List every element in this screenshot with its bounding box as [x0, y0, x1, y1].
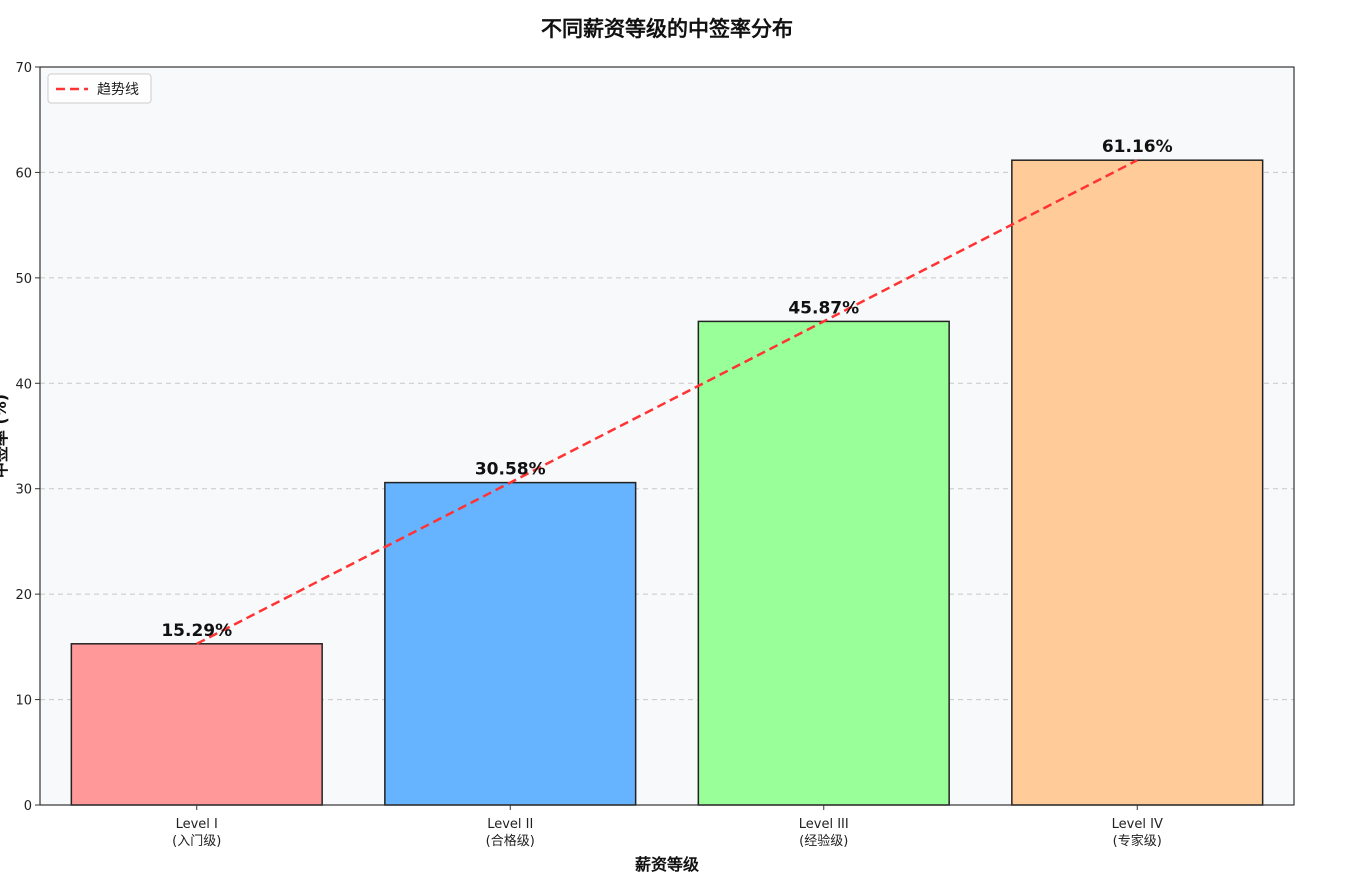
x-tick-label: Level II: [487, 817, 533, 832]
y-tick-label: 0: [24, 799, 32, 814]
trend-line: [196, 159, 1138, 645]
chart-title: 不同薪资等级的中签率分布: [541, 17, 793, 41]
y-tick-label: 40: [15, 377, 32, 392]
y-tick-label: 20: [15, 588, 32, 603]
legend-label: 趋势线: [97, 82, 139, 98]
bar-4: [1011, 159, 1264, 806]
y-tick-label: 60: [15, 166, 32, 181]
plot-frame: [39, 66, 1295, 806]
y-tick-label: 70: [15, 61, 32, 76]
y-tick-label: 50: [15, 272, 32, 287]
bar-3: [697, 320, 950, 806]
trend-line-layer: [196, 159, 1138, 645]
y-tick-label: 10: [15, 694, 32, 709]
bar-2: [384, 481, 637, 806]
value-label: 45.87%: [788, 298, 859, 318]
y-tick-label: 30: [15, 483, 32, 498]
x-tick-label: (经验级): [799, 833, 848, 849]
x-tick-label: (入门级): [172, 834, 221, 849]
x-axis-label: 薪资等级: [635, 855, 700, 874]
legend-box: [47, 73, 152, 104]
y-axis: 0 10 20 30 40 50 60 70: [15, 61, 40, 814]
value-label: 61.16%: [1102, 137, 1173, 157]
x-tick-label: Level III: [799, 817, 849, 832]
y-axis-label: 中签率 (%): [0, 394, 10, 478]
x-axis: Level I (入门级) Level II(合格级) Level III(经验级) L…: [172, 805, 1163, 849]
value-label: 15.29%: [161, 621, 232, 641]
x-tick-label: (专家级): [1113, 833, 1162, 849]
value-label: 30.58%: [475, 460, 546, 480]
legend: 趋势线: [47, 73, 152, 104]
bar-1: [70, 643, 323, 806]
x-tick-label: (合格级): [486, 833, 535, 849]
x-tick-label: Level I: [176, 817, 218, 832]
x-tick-label: Level IV: [1112, 817, 1163, 832]
bars: [70, 159, 1264, 806]
value-labels: 15.29% 30.58% 45.87% 61.16%: [161, 137, 1172, 641]
